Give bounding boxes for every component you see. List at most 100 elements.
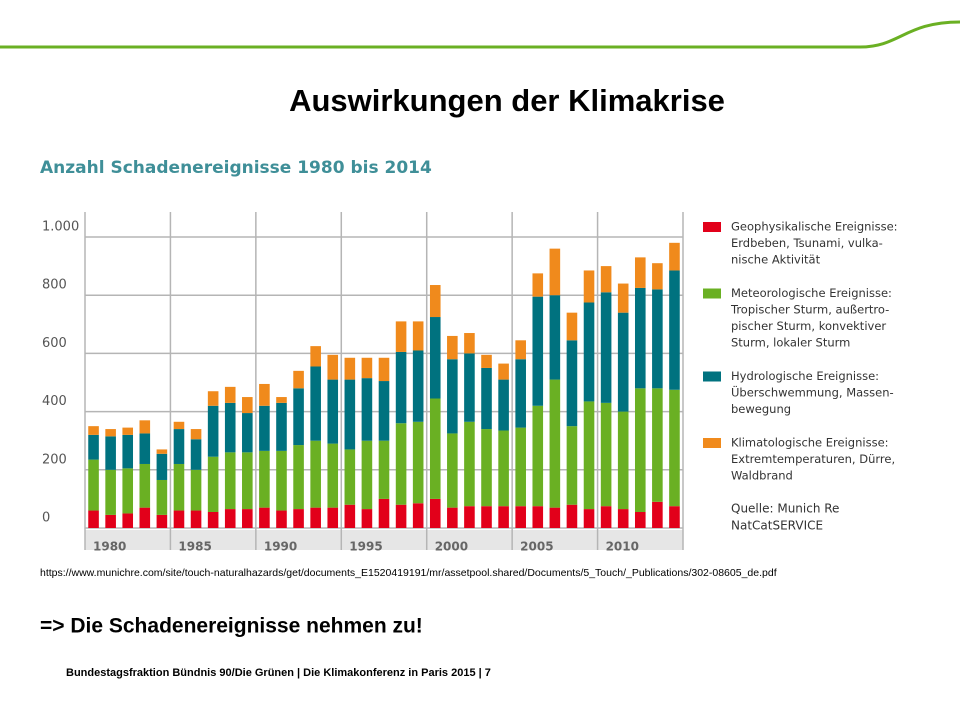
bar-segment — [156, 479, 168, 515]
bar-segment — [652, 263, 663, 290]
bar-segment — [361, 357, 373, 379]
bar-segment — [617, 509, 629, 528]
bar-segment — [652, 501, 663, 528]
bar-segment — [617, 411, 629, 510]
bar-segment — [583, 509, 595, 528]
bar-segment — [464, 421, 475, 507]
bar-segment — [532, 273, 544, 297]
bar-segment — [139, 433, 151, 464]
bar-segment — [464, 333, 475, 354]
bar-segment — [207, 456, 219, 512]
x-tick-label: 2000 — [435, 540, 468, 554]
bar-segment — [566, 340, 578, 427]
bar-segment — [549, 379, 561, 508]
bar-segment — [532, 506, 544, 528]
bar-segment — [242, 509, 253, 528]
legend-description: Erdbeben, Tsunami, vulka- — [731, 236, 883, 250]
bar-segment — [139, 463, 151, 508]
bar-segment — [344, 504, 356, 528]
bar-segment — [583, 270, 595, 303]
bar-segment — [532, 296, 544, 406]
y-tick-label: 1.000 — [42, 220, 79, 235]
legend-description: Sturm, lokaler Sturm — [731, 336, 850, 350]
bar-segment — [88, 426, 99, 435]
bar-segment — [429, 285, 441, 318]
bar-segment — [447, 359, 458, 434]
x-tick-label: 2010 — [606, 540, 639, 554]
bar-segment — [498, 379, 509, 431]
bar-segment — [566, 312, 578, 341]
bar-segment — [156, 453, 168, 480]
bar-segment — [600, 292, 612, 403]
bar-segment — [412, 321, 424, 351]
bar-segment — [549, 507, 561, 528]
legend-swatch — [703, 288, 721, 299]
legend-label: Geophysikalische Ereignisse: — [731, 220, 898, 234]
bar-segment — [669, 389, 680, 507]
bar-segment — [669, 270, 680, 390]
bar-segment — [122, 434, 134, 469]
bar-segment — [447, 433, 458, 508]
bar-segment — [327, 507, 339, 528]
legend-description: pischer Sturm, konvektiver — [731, 319, 886, 333]
bar-segment — [447, 507, 458, 528]
conclusion: => Die Schadenereignisse nehmen zu! — [40, 615, 423, 638]
bar-segment — [327, 354, 339, 380]
bar-segment — [498, 430, 509, 507]
bar-segment — [361, 509, 373, 528]
legend-description: nische Aktivität — [731, 253, 821, 267]
bar-segment — [395, 321, 407, 352]
bar-segment — [515, 427, 526, 507]
bar-segment — [224, 386, 236, 403]
bar-segment — [464, 506, 475, 528]
bar-segment — [327, 443, 339, 508]
bar-segment — [276, 402, 287, 451]
bar-segment — [207, 391, 219, 406]
bar-segment — [395, 504, 407, 528]
legend-description: Überschwemmung, Massen- — [731, 384, 894, 400]
bar-segment — [583, 401, 595, 510]
bar-segment — [532, 405, 544, 507]
y-tick-label: 600 — [42, 336, 67, 351]
bar-segment — [105, 436, 116, 470]
bar-segment — [224, 509, 236, 528]
bar-segment — [190, 510, 202, 528]
bar-segment — [412, 350, 424, 422]
bar-segment — [293, 509, 304, 528]
bar-segment — [549, 248, 561, 296]
bar-segment — [652, 388, 663, 502]
bar-segment — [429, 398, 441, 499]
legend-description: Waldbrand — [731, 469, 793, 483]
bar-segment — [600, 266, 612, 293]
bar-segment — [344, 449, 356, 505]
bar-segment — [139, 420, 151, 434]
x-tick-label: 1990 — [264, 540, 297, 554]
y-tick-label: 400 — [42, 394, 67, 409]
bar-segment — [207, 511, 219, 528]
bar-segment — [447, 335, 458, 360]
bar-segment — [310, 346, 321, 367]
bar-segment — [139, 507, 151, 528]
bar-segment — [224, 402, 236, 453]
bar-segment — [634, 388, 646, 512]
bar-segment — [242, 413, 253, 453]
bar-segment — [224, 452, 236, 510]
bar-segment — [566, 504, 578, 528]
y-tick-label: 800 — [42, 278, 67, 293]
source-label: Quelle: Munich Re — [731, 502, 839, 516]
x-tick-label: 2005 — [520, 540, 553, 554]
bar-segment — [105, 514, 116, 528]
bar-segment — [242, 397, 253, 414]
bar-segment — [173, 510, 185, 528]
bar-segment — [669, 506, 680, 528]
bar-segment — [515, 340, 526, 360]
x-tick-label: 1995 — [349, 540, 382, 554]
bar-segment — [207, 405, 219, 457]
y-tick-label: 0 — [42, 511, 50, 526]
bar-segment — [88, 459, 99, 511]
legend-description: Tropischer Sturm, außertro- — [730, 303, 889, 317]
bar-segment — [429, 498, 441, 528]
bar-segment — [293, 445, 304, 510]
bar-segment — [361, 378, 373, 441]
